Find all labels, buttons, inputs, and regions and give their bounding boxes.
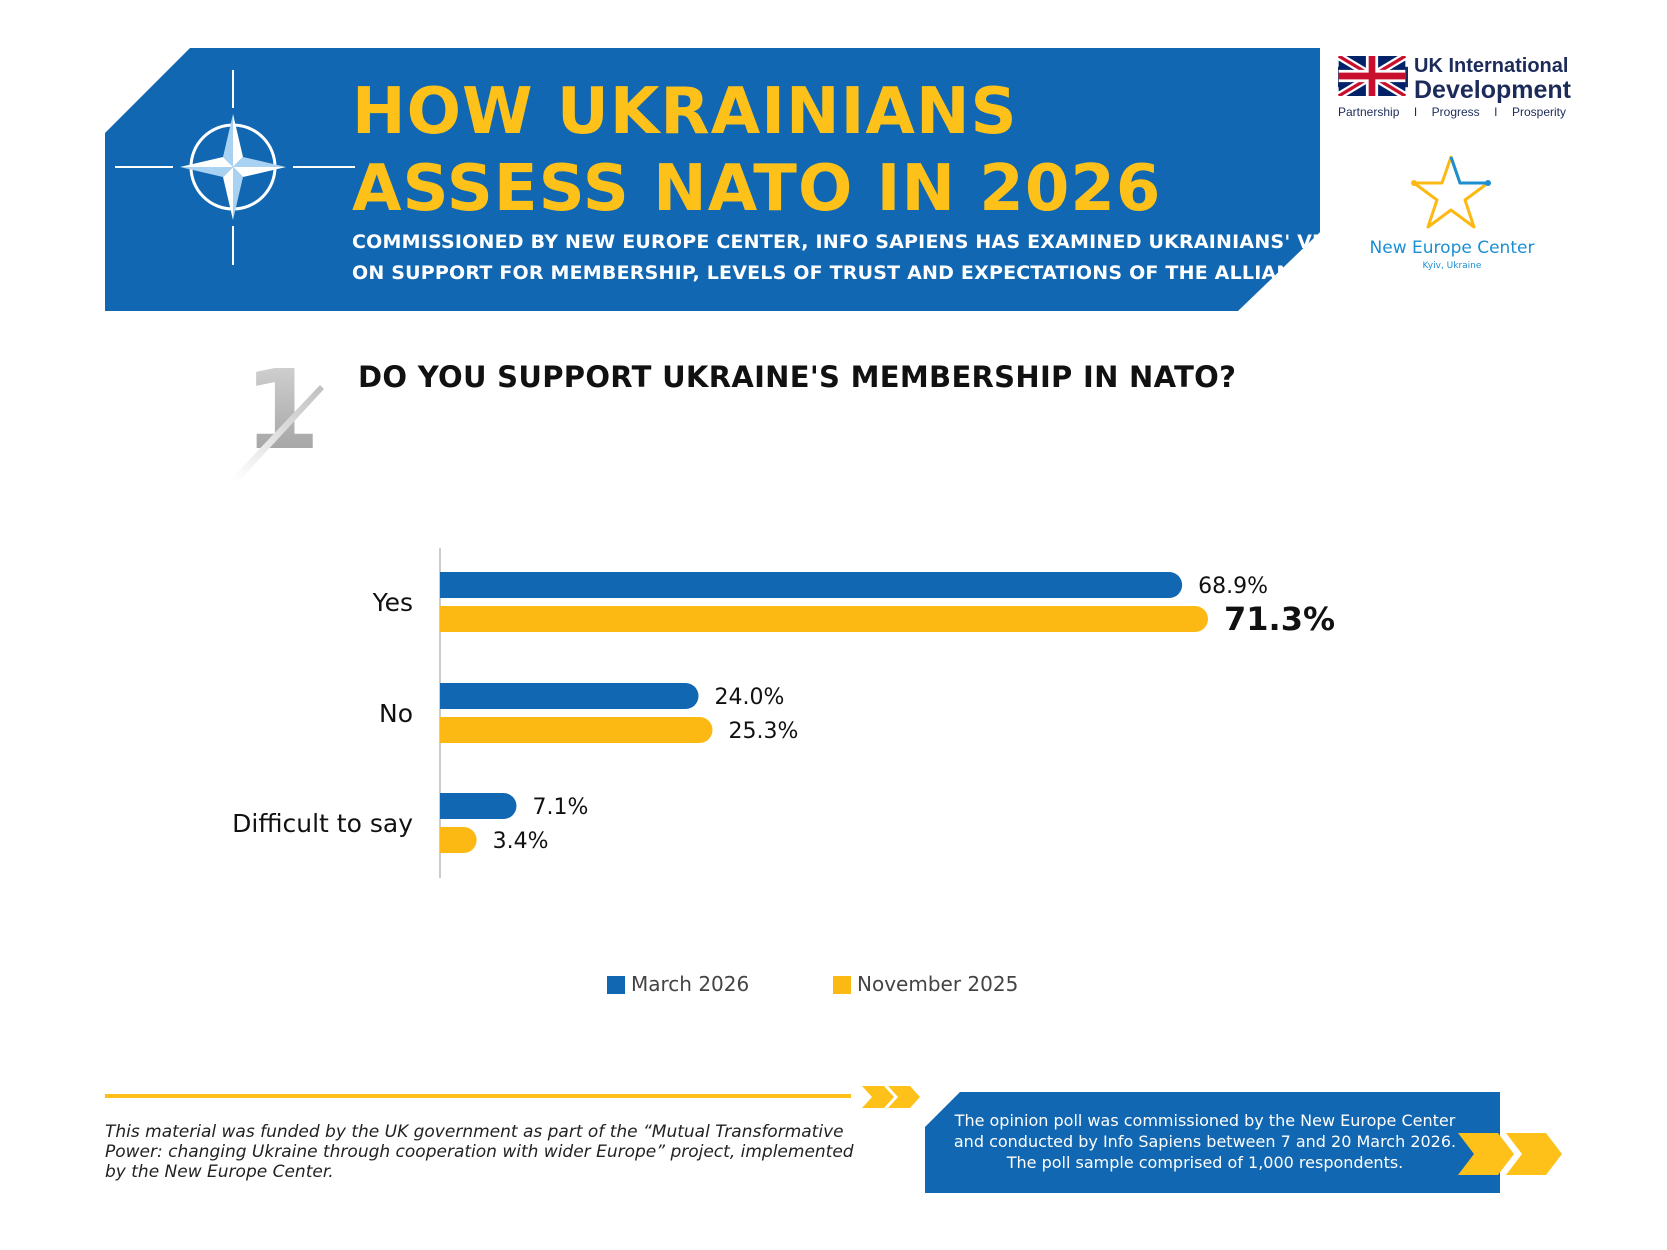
uk-tag-separator: I xyxy=(1413,105,1418,119)
uk-id-line-1: UK International xyxy=(1414,55,1569,77)
data-label: 25.3% xyxy=(729,719,799,744)
data-label: 3.4% xyxy=(493,829,549,854)
data-label: 68.9% xyxy=(1198,574,1268,599)
footer-divider xyxy=(105,1094,851,1098)
bar-march-2026 xyxy=(440,572,1183,598)
uk-id-line-2: Development xyxy=(1414,76,1571,104)
data-label: 7.1% xyxy=(532,795,588,820)
funding-note: This material was funded by the UK gover… xyxy=(105,1122,854,1182)
nec-logo-name: New Europe Center xyxy=(1369,238,1535,258)
star-icon xyxy=(1411,155,1491,229)
legend-label: March 2026 xyxy=(631,972,749,996)
bar-november-2025 xyxy=(440,606,1208,632)
union-jack-icon xyxy=(1338,56,1406,96)
legend-label: November 2025 xyxy=(857,972,1018,996)
chevrons-icon xyxy=(1458,1133,1562,1175)
uk-tag: Prosperity xyxy=(1511,105,1566,119)
data-label: 71.3% xyxy=(1224,600,1335,638)
bar-november-2025 xyxy=(440,827,477,853)
category-label: No xyxy=(379,699,413,728)
category-label: Difficult to say xyxy=(232,809,413,838)
uk-id-logo-text: UK International Development xyxy=(1414,54,1571,104)
bar-march-2026 xyxy=(440,683,699,709)
page-title-line-2: ASSESS NATO IN 2026 xyxy=(352,152,1162,226)
poll-info-line: The opinion poll was commissioned by the… xyxy=(954,1111,1456,1130)
page-subtitle-line-1: COMMISSIONED BY NEW EUROPE CENTER, INFO … xyxy=(352,231,1368,253)
category-label: Yes xyxy=(372,588,413,617)
uk-tag: Partnership xyxy=(1338,105,1400,119)
chevrons-icon xyxy=(862,1086,920,1108)
uk-tag-separator: I xyxy=(1494,105,1498,119)
poll-info-line: and conducted by Info Sapiens between 7 … xyxy=(953,1132,1457,1151)
legend-swatch xyxy=(833,976,851,994)
poll-info-box xyxy=(925,1092,1500,1193)
page-title-line-1: HOW UKRAINIANS xyxy=(352,75,1018,149)
header-banner xyxy=(105,48,1320,311)
nato-compass-icon xyxy=(115,70,355,265)
uk-id-tagline: Partnership I Progress I Prosperity xyxy=(1338,105,1566,119)
question-number: 1 xyxy=(232,346,324,480)
nec-logo-city: Kyiv, Ukraine xyxy=(1422,261,1482,271)
page-subtitle-line-2: ON SUPPORT FOR MEMBERSHIP, LEVELS OF TRU… xyxy=(352,262,1320,284)
poll-info-line: The poll sample comprised of 1,000 respo… xyxy=(1006,1153,1404,1172)
poll-info-text: The opinion poll was commissioned by the… xyxy=(935,1110,1475,1173)
question-title: DO YOU SUPPORT UKRAINE'S MEMBERSHIP IN N… xyxy=(358,360,1237,394)
uk-tag: Progress xyxy=(1431,105,1480,119)
bar-march-2026 xyxy=(440,793,517,819)
bar-november-2025 xyxy=(440,717,713,743)
legend-swatch xyxy=(607,976,625,994)
data-label: 24.0% xyxy=(715,685,785,710)
